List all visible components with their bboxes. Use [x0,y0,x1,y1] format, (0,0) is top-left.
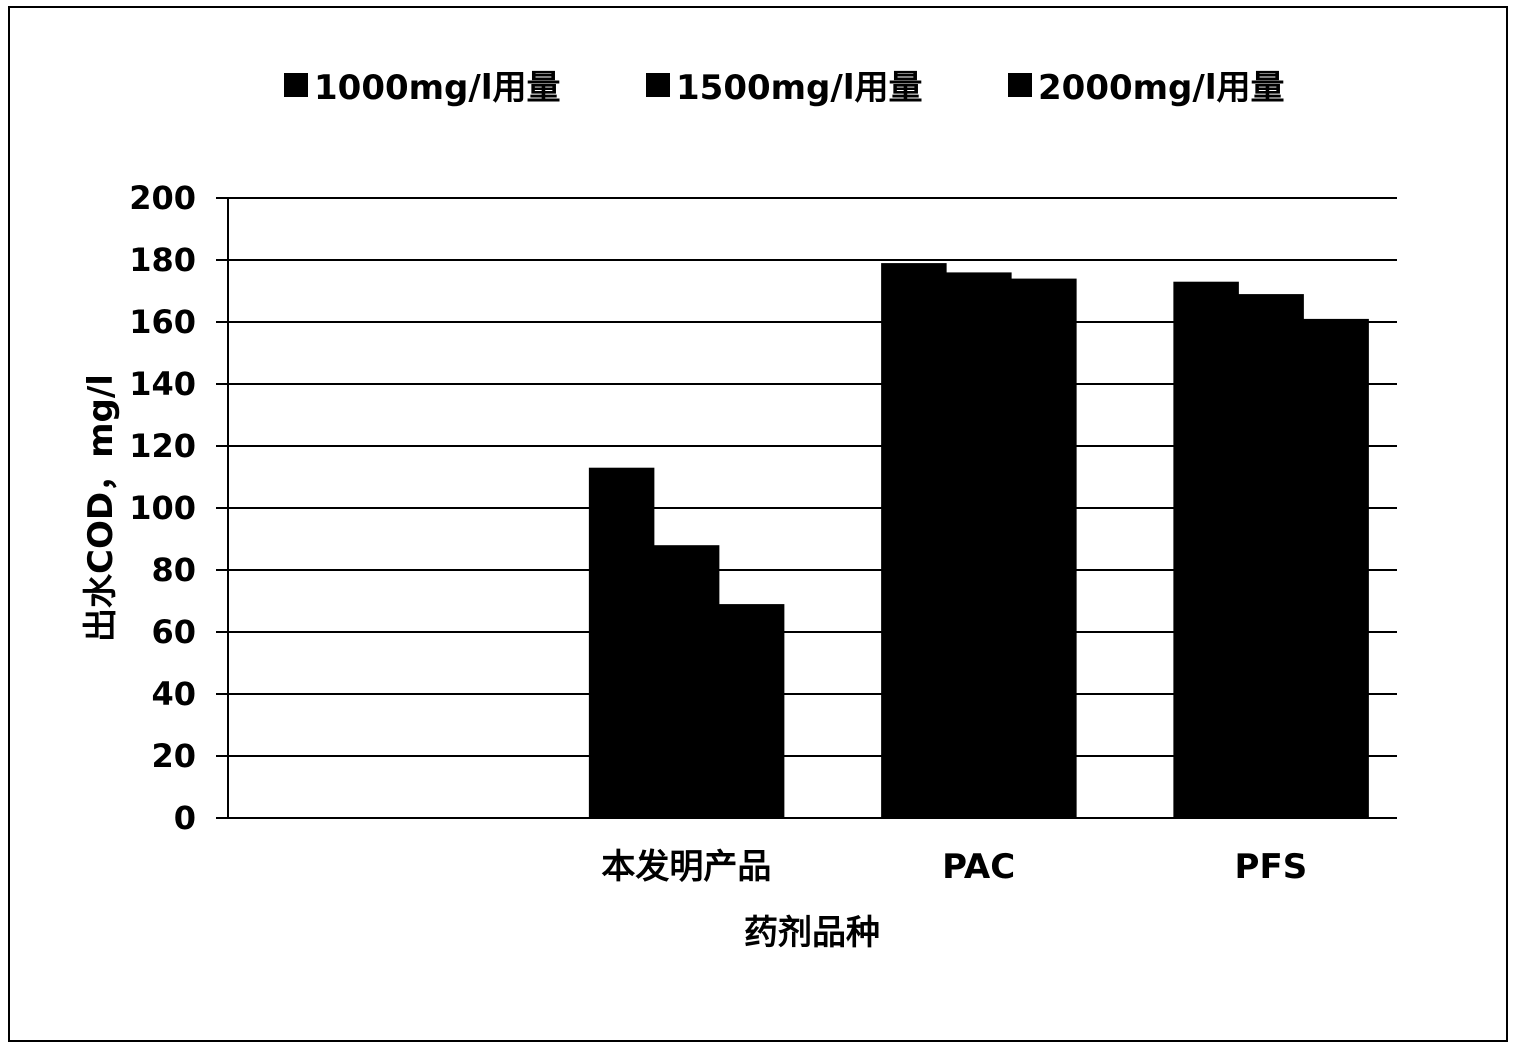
bar [588,467,655,818]
y-tick-label: 160 [129,303,196,341]
legend-label-2000: 2000mg/l用量 [1038,68,1285,108]
y-tick-label: 60 [151,613,196,651]
legend-item-2000: 2000mg/l用量 [1008,60,1284,109]
legend-label-1000: 1000mg/l用量 [314,68,561,108]
bar [946,272,1012,818]
y-tick-label: 80 [151,551,196,589]
y-tick-label: 100 [129,489,196,527]
x-axis-title: 药剂品种 [744,913,880,953]
bars [588,263,1369,819]
y-tick-label: 180 [129,241,196,279]
bar [718,604,785,818]
y-tick-labels: 0 20 40 60 80 100 120 140 160 180 200 [129,179,196,837]
legend-swatch-1000 [284,72,308,97]
legend-swatch-1500 [646,72,670,97]
x-tick-label: PAC [942,847,1015,887]
bar [1238,294,1304,819]
x-tick-label: PFS [1235,847,1308,887]
y-tick-label: 140 [129,365,196,403]
legend-item-1500: 1500mg/l用量 [646,60,922,109]
x-tick-label: 本发明产品 [601,847,771,887]
y-tick-label: 200 [129,179,196,217]
bar [1303,318,1369,818]
y-tick-label: 20 [151,737,196,775]
legend: 1000mg/l用量 1500mg/l用量 2000mg/l用量 [0,60,1522,110]
legend-item-1000: 1000mg/l用量 [284,60,560,109]
category-labels: 本发明产品 PAC PFS [601,847,1307,887]
chart-frame [8,6,1508,1042]
bar [653,545,720,818]
y-tick-label: 40 [151,675,196,713]
bar [1173,281,1239,818]
y-axis-title: 出水COD，mg/l [81,374,121,642]
y-tick-label: 120 [129,427,196,465]
bar [1011,278,1077,819]
bar [881,263,947,819]
legend-swatch-2000 [1008,72,1032,97]
legend-label-1500: 1500mg/l用量 [676,68,923,108]
y-tick-label: 0 [174,799,196,837]
